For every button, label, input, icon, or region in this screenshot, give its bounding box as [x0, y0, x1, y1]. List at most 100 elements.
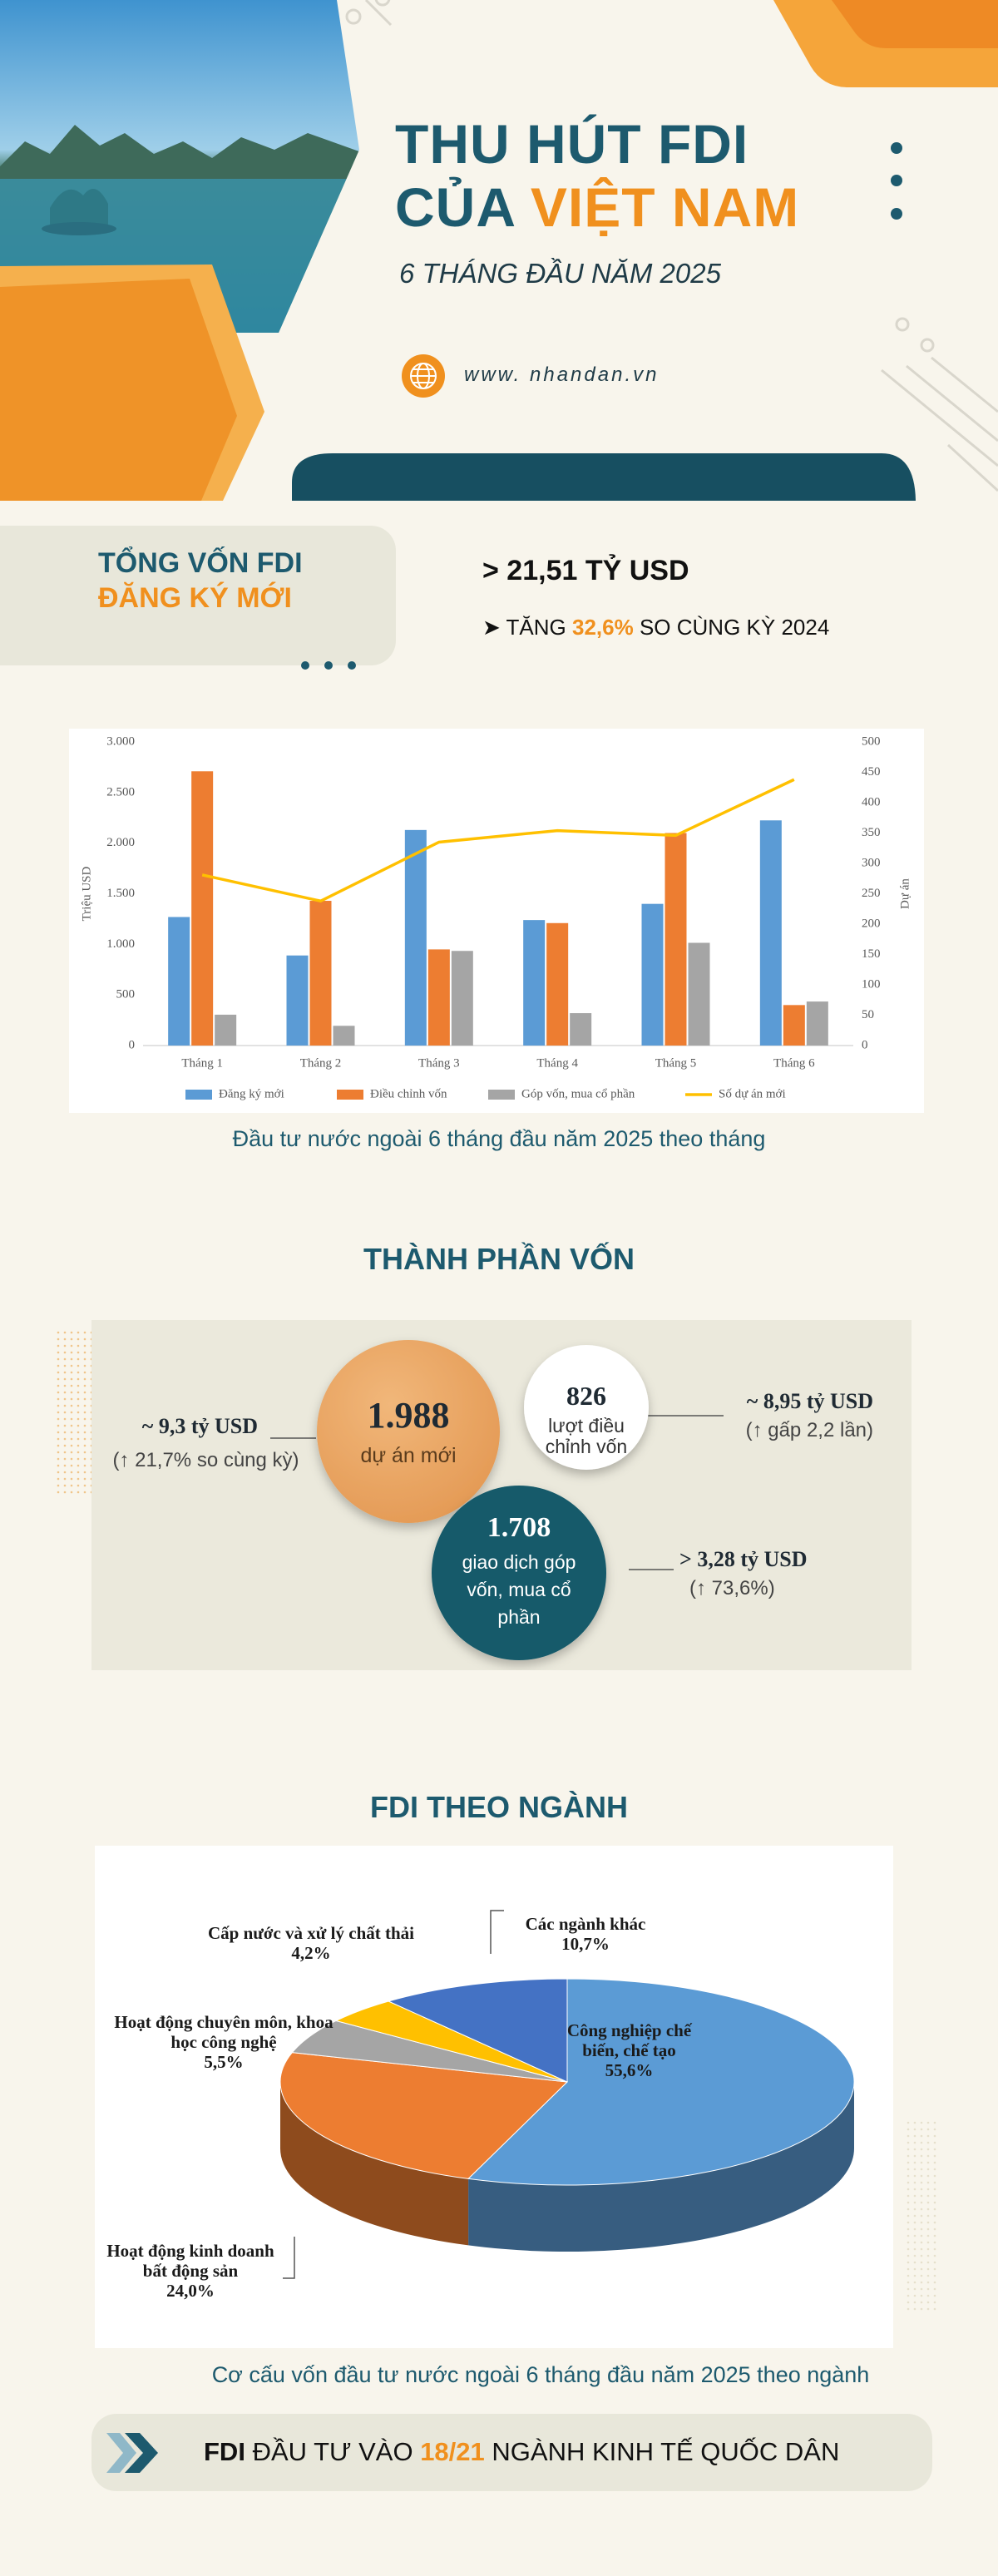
bar-chart: 0 500 1.000 1.500 2.000 2.500 3.000 0 50 100 150 20…: [80, 734, 912, 1100]
amount: > 3,28 tỷ USD: [679, 1547, 808, 1571]
bar: [404, 829, 427, 1046]
bar: [286, 955, 309, 1046]
value-label: 4,2%: [291, 1943, 331, 1963]
category-label: Hoạt động chuyên môn, khoa học công nghệ: [114, 2012, 333, 2052]
bar: [427, 949, 450, 1046]
leader-line: [490, 1910, 504, 1954]
y-tick-label: 3.000: [106, 734, 135, 748]
count: 1.708: [487, 1512, 551, 1543]
count-label: giao dịch góp vốn, mua cổ phần: [462, 1551, 576, 1628]
legend-label: Góp vốn, mua cổ phần: [521, 1087, 635, 1100]
x-tick-label: Tháng 4: [536, 1056, 578, 1070]
y-tick-label: 1.500: [106, 887, 135, 900]
title-line-2: CỦA VIỆT NAM: [395, 176, 799, 239]
pie-label: Các ngành khác 10,7%: [494, 1914, 677, 1954]
dot-pattern: [907, 2121, 940, 2312]
chevron-icon: [106, 2433, 158, 2473]
category-label: Hoạt động kinh doanh bất động sản: [106, 2241, 274, 2281]
bar: [546, 922, 569, 1046]
chart-panel: 0 500 1.000 1.500 2.000 2.500 3.000 0 50 100 150 20…: [69, 729, 924, 1113]
y2-tick-label: 100: [862, 977, 881, 991]
line-series: [201, 778, 795, 903]
bar: [451, 951, 473, 1046]
bar: [215, 1014, 237, 1046]
y-axis-title: Triệu USD: [80, 866, 93, 921]
pie-caption: Cơ cấu vốn đầu tư nước ngoài 6 tháng đầu…: [211, 2362, 870, 2387]
change: (↑ gấp 2,2 lần): [745, 1419, 873, 1441]
y2-tick-label: 150: [862, 947, 881, 961]
leader-line: [283, 2237, 295, 2279]
website: www. nhandan.vn: [464, 363, 660, 386]
legend-swatch: [185, 1090, 212, 1100]
pie-label: Công nghiệp chế biến, chế tạo 55,6%: [561, 2020, 698, 2080]
pie-label: Cấp nước và xử lý chất thải 4,2%: [195, 1923, 427, 1963]
category-label: Các ngành khác: [525, 1914, 646, 1934]
bar: [333, 1026, 355, 1046]
count: 826: [566, 1381, 606, 1411]
slice-side: [468, 2082, 854, 2252]
y-tick-label: 2.000: [106, 836, 135, 849]
footer-text: FDI ĐẦU TƯ VÀO 18/21 NGÀNH KINH TẾ QUỐC …: [204, 2437, 839, 2467]
amount: ~ 9,3 tỷ USD: [141, 1414, 258, 1438]
text: FDI: [204, 2437, 245, 2466]
x-tick-label: Tháng 1: [181, 1056, 223, 1070]
footer-box: [91, 2414, 932, 2491]
pie-slice: [279, 2052, 569, 2179]
pie-slice: [387, 1978, 568, 2083]
value-label: 24,0%: [166, 2281, 215, 2301]
bar: [168, 917, 190, 1046]
amount: ~ 8,95 tỷ USD: [746, 1389, 873, 1413]
summary-label: TỔNG VỐN FDI: [98, 547, 303, 579]
y-tick-label: 500: [116, 988, 136, 1001]
y2-tick-label: 350: [862, 826, 881, 839]
text: NGÀNH KINH TẾ QUỐC DÂN: [492, 2437, 840, 2466]
text: ➤ TĂNG: [482, 615, 566, 640]
bar: [570, 1013, 592, 1046]
y2-tick-label: 250: [862, 887, 881, 900]
y-tick-label: 1.000: [106, 937, 135, 951]
section-title: THÀNH PHẦN VỐN: [363, 1242, 635, 1276]
composition-art: [270, 1340, 724, 1660]
y2-tick-label: 300: [862, 856, 881, 869]
text: ĐẦU TƯ VÀO: [252, 2437, 413, 2466]
bar: [688, 942, 710, 1046]
y2-tick-label: 500: [862, 734, 881, 748]
dot-pattern: [57, 1331, 91, 1497]
pie-slice: [467, 1978, 855, 2186]
value-label: 10,7%: [561, 1934, 610, 1954]
y2-tick-label: 0: [862, 1038, 868, 1051]
value-label: 5,5%: [204, 2052, 244, 2072]
bar: [665, 833, 687, 1046]
count: 1.988: [367, 1395, 450, 1436]
y2-tick-label: 200: [862, 917, 881, 930]
pie-label: Hoạt động kinh doanh bất động sản 24,0%: [95, 2241, 286, 2301]
category-label: Công nghiệp chế biến, chế tạo: [566, 2020, 692, 2060]
bar: [523, 920, 546, 1046]
legend-swatch: [337, 1090, 363, 1100]
pie-panel: Công nghiệp chế biến, chế tạo 55,6% Hoạt đ…: [95, 1846, 893, 2348]
header-art: [0, 0, 998, 501]
y2-tick-label: 50: [862, 1008, 874, 1021]
count-label: lượt điều chỉnh vốn: [545, 1415, 628, 1457]
category-label: Cấp nước và xử lý chất thải: [207, 1923, 414, 1943]
bar: [641, 903, 664, 1046]
legend-label: Số dự án mới: [719, 1087, 786, 1100]
bar: [309, 901, 332, 1046]
summary-total: > 21,51 TỶ USD: [482, 555, 689, 586]
y-tick-label: 0: [129, 1038, 136, 1051]
legend-swatch: [488, 1090, 515, 1100]
slice-side: [280, 2082, 469, 2246]
footer-highlight: 18/21: [420, 2437, 485, 2466]
chart-caption: Đầu tư nước ngoài 6 tháng đầu năm 2025 t…: [232, 1126, 766, 1151]
summary-box: [0, 526, 396, 665]
subtitle: 6 THÁNG ĐẦU NĂM 2025: [399, 258, 721, 289]
summary-label: ĐĂNG KÝ MỚI: [98, 582, 293, 614]
growth-value: 32,6%: [572, 615, 634, 640]
legend-label: Đăng ký mới: [219, 1087, 284, 1100]
x-tick-label: Tháng 5: [655, 1056, 697, 1070]
change: (↑ 73,6%): [689, 1577, 775, 1599]
pie-label: Hoạt động chuyên môn, khoa học công nghệ…: [111, 2012, 336, 2072]
title-part: CỦA: [395, 176, 515, 238]
section-title: FDI THEO NGÀNH: [370, 1790, 628, 1824]
